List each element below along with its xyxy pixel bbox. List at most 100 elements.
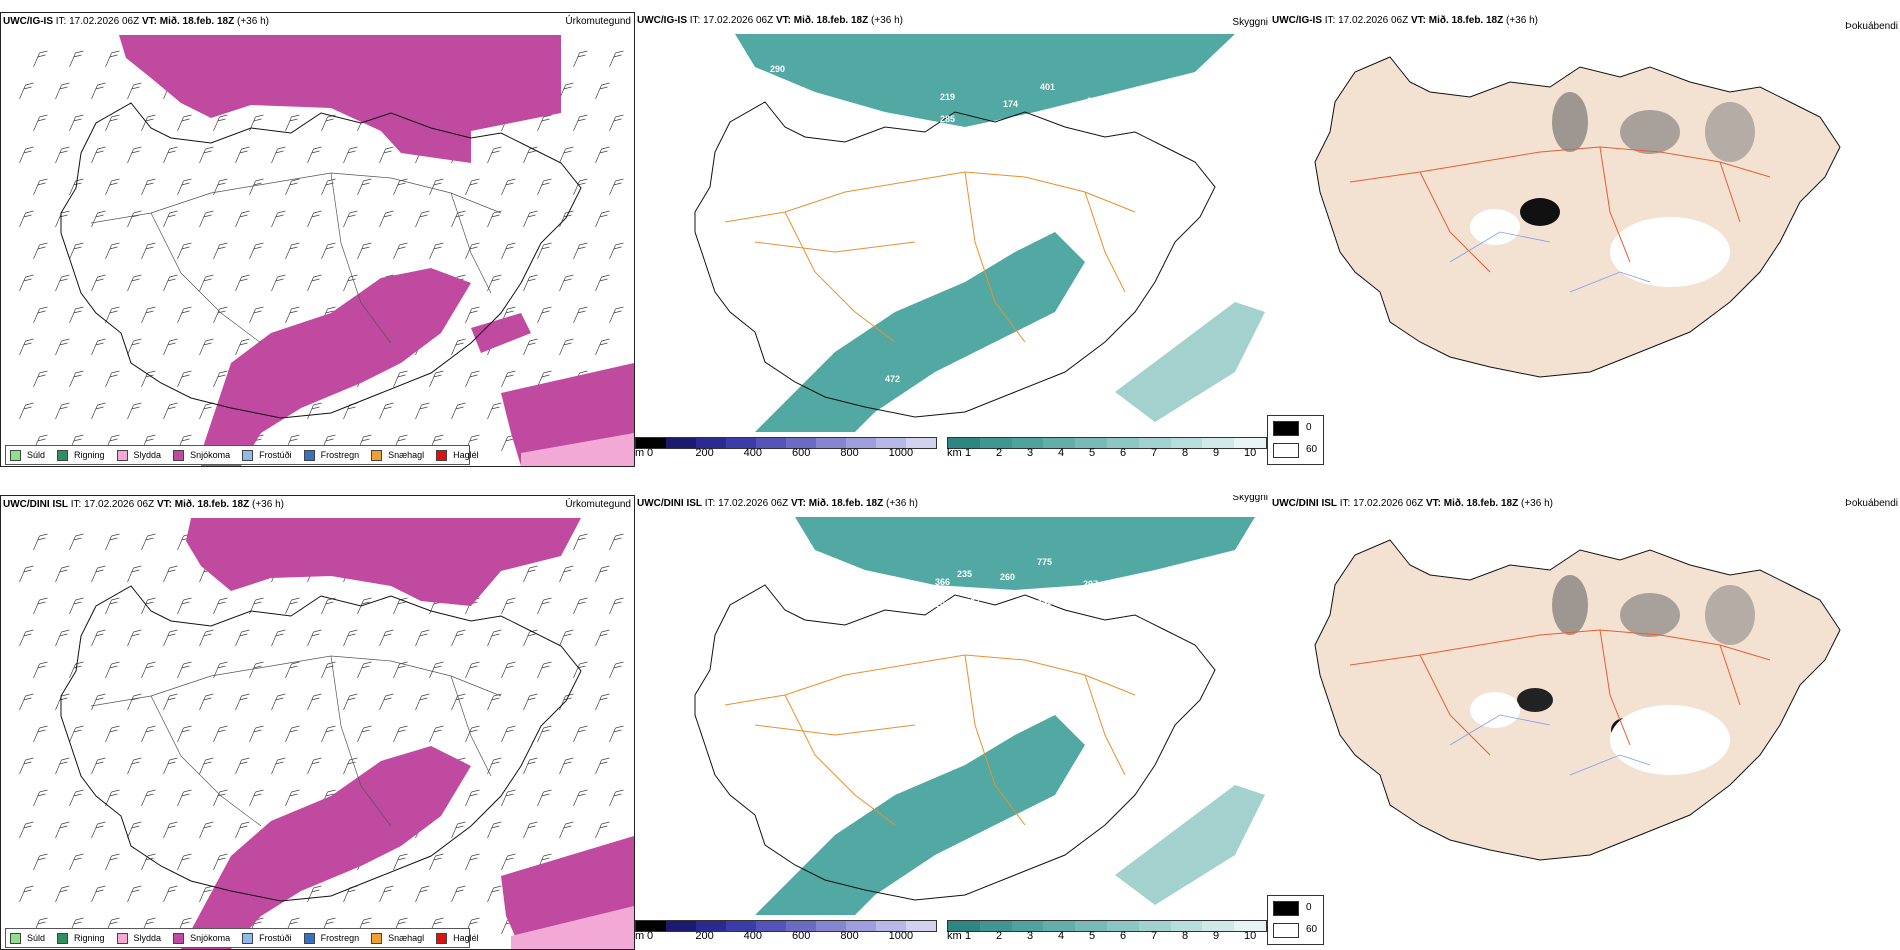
fog-patch bbox=[1552, 92, 1588, 152]
colorbar-tick-label: 8 bbox=[1182, 930, 1189, 942]
it-label: IT: bbox=[704, 498, 716, 509]
wind-barb bbox=[249, 789, 264, 807]
colorbar-step bbox=[1202, 438, 1235, 448]
it-label: IT: bbox=[70, 499, 82, 510]
wind-barb bbox=[69, 533, 84, 551]
wind-barb bbox=[321, 725, 336, 743]
wind-barb bbox=[537, 789, 552, 807]
ceiling-label: 290 bbox=[770, 64, 785, 74]
wind-barb bbox=[429, 370, 444, 388]
wind-barb bbox=[33, 661, 48, 679]
colorbar-step bbox=[906, 921, 936, 931]
low-vis-south bbox=[755, 715, 1085, 915]
wind-barb bbox=[249, 661, 264, 679]
wind-barb bbox=[393, 725, 408, 743]
wind-barb bbox=[271, 274, 286, 292]
snow-area-south bbox=[201, 268, 471, 466]
visibility-unit: km bbox=[947, 930, 962, 942]
lead-time: (+36 h) bbox=[237, 16, 269, 27]
wind-barb bbox=[163, 210, 178, 228]
iceland-outline bbox=[60, 585, 582, 902]
swatch bbox=[116, 449, 128, 461]
wind-barb bbox=[523, 821, 538, 839]
lead-time: (+36 h) bbox=[1521, 498, 1553, 509]
wind-barb bbox=[141, 114, 156, 132]
wind-barb bbox=[213, 178, 228, 196]
fog-legend-swatch bbox=[1273, 923, 1299, 938]
ceiling-label: 449 bbox=[1037, 597, 1052, 607]
it-value: 17.02.2026 06Z bbox=[1353, 498, 1424, 509]
wind-barb bbox=[573, 789, 588, 807]
colorbar-step bbox=[1234, 438, 1266, 448]
wind-barb bbox=[69, 725, 84, 743]
wind-barb bbox=[105, 853, 120, 871]
colorbar-tick-label: 400 bbox=[743, 447, 763, 459]
wind-barb bbox=[141, 242, 156, 260]
wind-barb bbox=[69, 370, 84, 388]
wind-barb bbox=[141, 533, 156, 551]
wind-barb bbox=[285, 725, 300, 743]
vt-value: Mið. 18.feb. 18Z bbox=[808, 498, 884, 509]
wind-barb bbox=[105, 370, 120, 388]
wind-barb bbox=[523, 629, 538, 647]
wind-barb bbox=[213, 597, 228, 615]
ceiling-label: 32 bbox=[1147, 632, 1157, 642]
visibility-colorbar bbox=[947, 437, 1267, 449]
model-label: UWC/IG-IS bbox=[3, 16, 53, 27]
wind-barb bbox=[105, 661, 120, 679]
wind-barb bbox=[465, 306, 480, 324]
wind-barb bbox=[19, 885, 34, 903]
swatch bbox=[10, 932, 21, 944]
wind-barb bbox=[415, 693, 430, 711]
wind-barb bbox=[595, 757, 610, 775]
wind-barb bbox=[487, 693, 502, 711]
wind-barb bbox=[177, 242, 192, 260]
it-label: IT: bbox=[1339, 498, 1351, 509]
colorbar-step bbox=[1043, 438, 1076, 448]
colorbar-tick-label: 10 bbox=[1244, 930, 1257, 942]
fog-panel-bottom: UWC/DINI ISL IT: 17.02.2026 06Z VT: Mið.… bbox=[1270, 495, 1900, 950]
wind-barb bbox=[199, 757, 214, 775]
ceiling-label: 990 bbox=[1090, 26, 1105, 36]
colorbar-step bbox=[636, 921, 666, 931]
legend-label: Frostúði bbox=[259, 933, 292, 943]
low-vis-south bbox=[755, 232, 1085, 432]
wind-barb bbox=[451, 693, 466, 711]
wind-barb bbox=[271, 210, 286, 228]
wind-barb bbox=[177, 597, 192, 615]
wind-barb bbox=[285, 661, 300, 679]
colorbar-tick-label: 600 bbox=[792, 930, 811, 942]
wind-barb bbox=[163, 402, 178, 420]
wind-barb bbox=[91, 338, 106, 356]
wind-barb bbox=[595, 82, 610, 100]
wind-barb bbox=[501, 789, 516, 807]
vt-value: Mið. 18.feb. 18Z bbox=[159, 16, 235, 27]
wind-barb bbox=[105, 50, 120, 68]
lead-time: (+36 h) bbox=[871, 15, 903, 26]
wind-barb bbox=[55, 757, 70, 775]
visibility-unit: km bbox=[947, 447, 962, 459]
fog-legend-value: 60 bbox=[1306, 924, 1318, 935]
wind-barb bbox=[523, 274, 538, 292]
wind-barb bbox=[213, 725, 228, 743]
colorbar-step bbox=[1202, 921, 1235, 931]
wind-barb bbox=[451, 338, 466, 356]
panel-title: UWC/IG-IS IT: 17.02.2026 06Z VT: Mið. 18… bbox=[3, 16, 269, 27]
wind-barb bbox=[199, 274, 214, 292]
wind-barb bbox=[595, 693, 610, 711]
wind-barb bbox=[55, 693, 70, 711]
wind-barb bbox=[19, 402, 34, 420]
wind-barb bbox=[19, 629, 34, 647]
wind-barb bbox=[573, 50, 588, 68]
wind-barb bbox=[19, 146, 34, 164]
colorbar-tick-label: 1 bbox=[965, 447, 972, 459]
wind-barb bbox=[19, 565, 34, 583]
fog-free-area bbox=[1610, 217, 1730, 287]
swatch bbox=[173, 449, 185, 461]
wind-barb bbox=[285, 306, 300, 324]
wind-barb bbox=[141, 597, 156, 615]
wind-barb bbox=[537, 725, 552, 743]
wind-barb bbox=[235, 210, 250, 228]
road-lines bbox=[1349, 146, 1771, 273]
